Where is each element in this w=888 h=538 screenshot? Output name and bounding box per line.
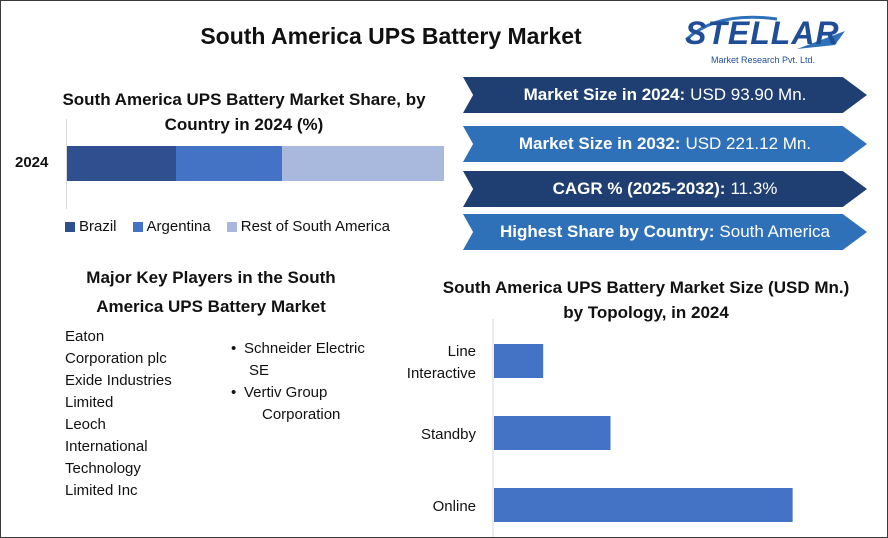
- stat-value: South America: [719, 222, 830, 241]
- topology-category-label: Line: [448, 343, 476, 360]
- legend-swatch: [132, 221, 143, 232]
- topology-chart-title: South America UPS Battery Market Size (U…: [442, 278, 850, 322]
- stat-market-size-2032: Market Size in 2032: USD 221.12 Mn.: [463, 126, 867, 162]
- stack-segment-argentina: [176, 146, 282, 181]
- stat-cagr: CAGR % (2025-2032): 11.3%: [463, 171, 867, 207]
- player-bullet-item: • Schneider Electric SE: [231, 338, 381, 382]
- legend-item: Argentina: [132, 218, 211, 235]
- stat-highest-share: Highest Share by Country: South America: [463, 214, 867, 250]
- logo-wordmark: STELLAR: [685, 15, 840, 51]
- topology-category-label: Standby: [421, 426, 477, 443]
- topology-bar: [494, 344, 544, 378]
- stack-segment-rest-of-south-america: [281, 146, 444, 181]
- legend-label: Argentina: [146, 218, 211, 235]
- player-line: Corporation plc: [65, 350, 167, 367]
- share-stacked-bar: [67, 146, 444, 181]
- page-title: South America UPS Battery Market: [200, 23, 582, 49]
- players-title: Major Key Players in the South America U…: [86, 268, 336, 316]
- share-chart-axis: [66, 119, 67, 209]
- logo-swoosh-icon: [685, 15, 845, 49]
- stat-market-size-2024: Market Size in 2024: USD 93.90 Mn.: [463, 77, 867, 113]
- legend-swatch: [226, 221, 237, 232]
- stat-value: USD 221.12 Mn.: [685, 134, 812, 153]
- bullet-icon: •: [231, 384, 237, 401]
- player-line: Technology: [65, 460, 141, 477]
- players-list-right: • Schneider Electric SE • Vertiv Group Corpor…: [231, 338, 381, 426]
- legend-item: Brazil: [65, 218, 117, 235]
- topology-category-label: Online: [433, 498, 476, 515]
- player-line: Limited: [65, 394, 114, 411]
- stat-label: Market Size in 2024:: [523, 85, 686, 104]
- player-name: Vertiv Group Corporation: [244, 384, 341, 423]
- player-line: Limited Inc: [65, 482, 138, 499]
- player-name: Schneider Electric SE: [244, 340, 365, 379]
- share-chart-title: South America UPS Battery Market Share, …: [62, 90, 426, 134]
- topology-bar-chart: Line Interactive Standby Online: [407, 319, 793, 537]
- stat-value: 11.3%: [730, 179, 778, 198]
- topology-bar: [494, 488, 793, 522]
- bullet-icon: •: [231, 340, 237, 357]
- legend-swatch: [65, 221, 75, 232]
- player-line: International: [65, 438, 148, 455]
- stat-label: CAGR % (2025-2032):: [552, 179, 726, 198]
- share-category-label: 2024: [15, 154, 49, 171]
- player-line: Exide Industries: [65, 372, 172, 389]
- legend-label: Rest of South America: [240, 218, 390, 235]
- stack-segment-brazil: [67, 146, 177, 181]
- legend-label: Brazil: [79, 218, 117, 235]
- stat-value: USD 93.90 Mn.: [690, 85, 807, 104]
- legend-item: Rest of South America: [226, 218, 390, 235]
- players-list-left: Eaton Corporation plc Exide Industries Limi…: [65, 326, 215, 502]
- topology-bar: [494, 416, 611, 450]
- share-legend: Brazil Argentina Rest of South America: [65, 218, 390, 235]
- player-line: Eaton: [65, 328, 105, 345]
- stat-label: Market Size in 2032:: [518, 134, 681, 153]
- stellar-logo: STELLAR Market Research Pvt. Ltd.: [677, 9, 853, 69]
- player-line: Leoch: [65, 416, 106, 433]
- topology-category-label: Interactive: [407, 365, 476, 382]
- logo-tagline: Market Research Pvt. Ltd.: [711, 55, 816, 65]
- stat-label: Highest Share by Country:: [500, 222, 715, 241]
- player-bullet-item: • Vertiv Group Corporation: [231, 382, 381, 426]
